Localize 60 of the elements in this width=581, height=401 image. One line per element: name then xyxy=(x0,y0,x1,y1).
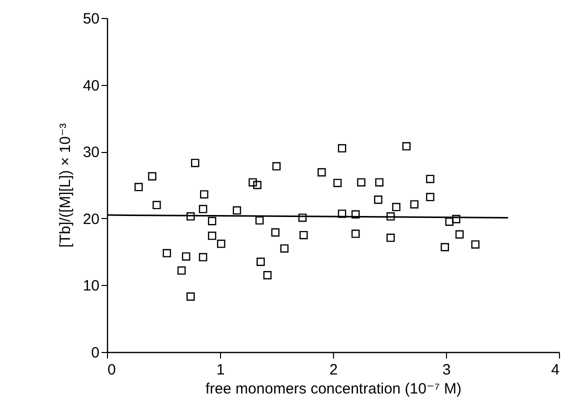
x-tick-label: 3 xyxy=(442,362,451,378)
point xyxy=(177,266,186,275)
x-axis-title: free monomers concentration (10⁻⁷ M) xyxy=(206,380,462,398)
y-tick-label: 20 xyxy=(82,210,100,228)
point xyxy=(216,240,226,248)
point xyxy=(182,252,190,261)
point xyxy=(186,212,195,221)
point xyxy=(232,206,242,215)
point xyxy=(338,210,346,218)
point xyxy=(208,216,216,226)
point xyxy=(263,271,272,280)
point xyxy=(386,234,395,242)
point xyxy=(248,178,257,186)
point xyxy=(162,249,172,258)
point xyxy=(272,162,281,170)
y-tick-label: 0 xyxy=(91,344,100,362)
point xyxy=(186,292,195,301)
point xyxy=(148,172,156,180)
point xyxy=(351,230,360,238)
point xyxy=(410,200,418,209)
point xyxy=(374,196,382,204)
y-tick-label: 50 xyxy=(82,10,100,28)
point xyxy=(333,178,342,188)
point xyxy=(426,174,434,184)
point xyxy=(200,190,208,198)
x-tick-label: 1 xyxy=(216,362,225,378)
point xyxy=(299,230,308,240)
point xyxy=(253,180,262,190)
point xyxy=(426,192,434,202)
point xyxy=(357,178,366,186)
point xyxy=(280,244,289,253)
y-tick-label: 40 xyxy=(82,77,100,94)
point xyxy=(402,142,411,150)
point xyxy=(298,214,307,222)
y-tick-label: 30 xyxy=(82,144,100,162)
point xyxy=(152,200,161,210)
point xyxy=(471,240,480,249)
y-tick-label: 10 xyxy=(82,278,100,295)
point xyxy=(318,168,326,176)
point xyxy=(351,210,360,219)
point xyxy=(271,228,280,237)
point xyxy=(440,242,450,252)
point xyxy=(445,218,454,226)
x-tick-label: 0 xyxy=(108,362,116,378)
point xyxy=(338,144,346,152)
point xyxy=(134,182,143,192)
point xyxy=(375,178,384,186)
point xyxy=(392,202,400,212)
x-tick-label: 4 xyxy=(551,362,560,378)
y-axis-title: [Tb]/([M][L]) × 10⁻³ xyxy=(56,123,74,248)
point xyxy=(452,214,460,224)
point xyxy=(198,253,208,262)
point xyxy=(386,212,395,221)
x-tick-label: 2 xyxy=(329,362,338,378)
point xyxy=(208,232,216,240)
point xyxy=(455,230,464,239)
point xyxy=(255,216,264,225)
point xyxy=(191,158,200,168)
point xyxy=(198,204,208,214)
point xyxy=(256,258,265,266)
